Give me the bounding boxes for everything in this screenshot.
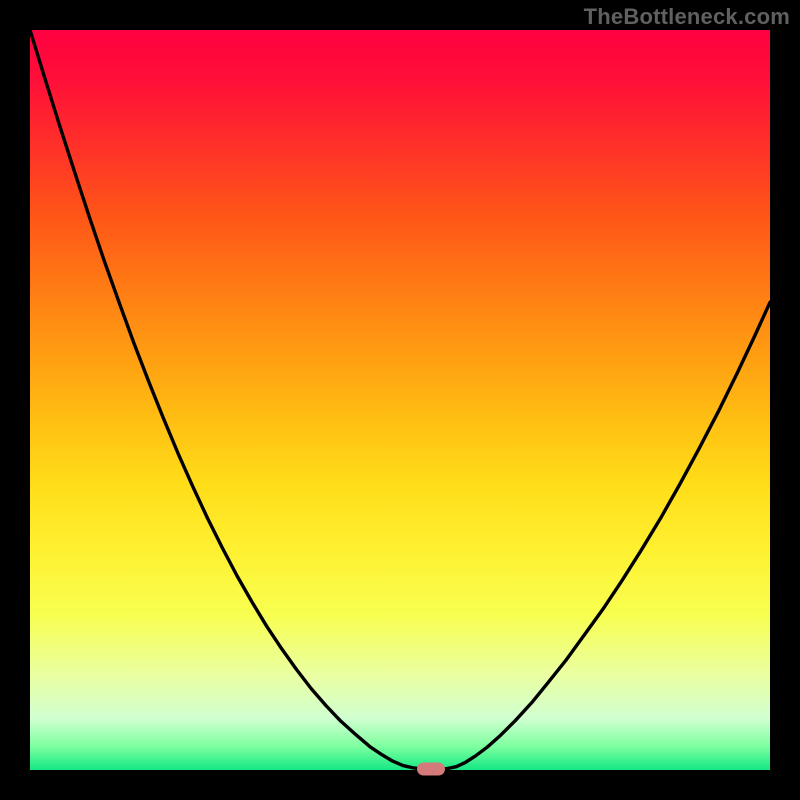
plot-area [30,30,770,770]
chart-frame: TheBottleneck.com [0,0,800,800]
bottleneck-curve [30,30,770,770]
watermark-text: TheBottleneck.com [584,4,790,30]
optimum-marker [417,762,445,775]
